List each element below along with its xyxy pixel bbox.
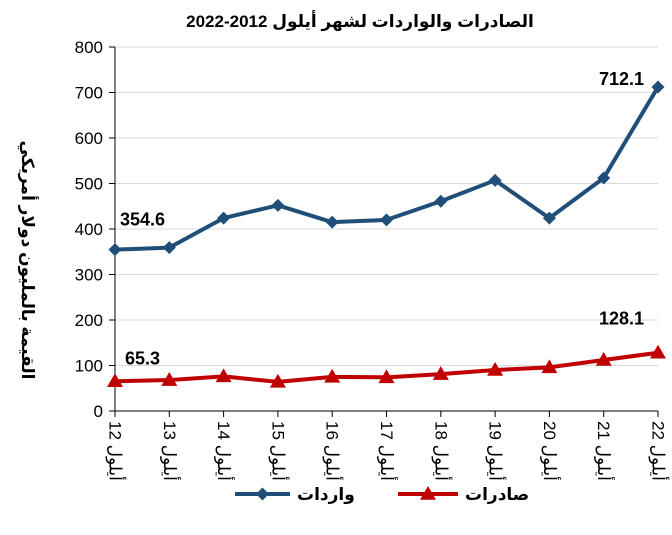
data-point <box>324 368 341 383</box>
legend-item-exports: صادرات <box>398 485 529 504</box>
data-point <box>651 80 665 94</box>
data-point <box>325 215 339 229</box>
x-tick-label: أيلول 13 <box>160 421 181 481</box>
y-tick-label: 200 <box>75 311 103 330</box>
x-tick-label: أيلول 18 <box>431 421 452 481</box>
legend-label: صادرات <box>465 485 529 504</box>
y-tick-label: 400 <box>75 220 103 239</box>
x-tick-label: أيلول 12 <box>106 421 127 481</box>
data-point <box>269 373 286 388</box>
y-tick-label: 500 <box>75 175 103 194</box>
data-label: 65.3 <box>125 348 160 368</box>
x-tick-label: أيلول 15 <box>268 421 289 481</box>
y-tick-label: 800 <box>75 38 103 57</box>
gridlines <box>115 46 658 366</box>
data-point <box>161 372 178 386</box>
x-tick-label: أيلول 21 <box>594 421 615 481</box>
y-tick-label: 300 <box>75 266 103 285</box>
x-tick-label: أيلول 22 <box>649 421 670 481</box>
x-tick-label: أيلول 17 <box>377 421 398 481</box>
data-point <box>108 243 122 257</box>
data-label: 128.1 <box>599 309 644 329</box>
y-tick-label: 0 <box>94 402 103 421</box>
data-point <box>542 211 556 225</box>
legend-marker <box>256 487 269 501</box>
series-layer <box>107 80 666 388</box>
x-tick-label: أيلول 20 <box>540 421 561 481</box>
legend-item-imports: واردات <box>235 485 355 505</box>
x-tick-label: أيلول 16 <box>323 421 344 481</box>
data-point <box>541 359 558 374</box>
data-label: 712.1 <box>599 69 644 89</box>
x-tick-labels: أيلول 12 أيلول 13 أيلول 14 أيلول 15 أيلول 16… <box>106 421 670 481</box>
chart-title: الصادرات والواردات لشهر أيلول 2012-2022 <box>186 10 534 32</box>
data-point <box>217 211 231 225</box>
y-tick-labels: 0 100 200 300 400 500 600 700 800 <box>75 38 103 421</box>
y-tick-label: 700 <box>75 84 103 103</box>
legend-marker <box>420 486 436 500</box>
data-point <box>432 366 449 380</box>
data-point <box>271 198 285 212</box>
axes <box>109 46 659 417</box>
data-point <box>487 362 504 376</box>
data-point <box>378 369 395 384</box>
data-point <box>107 373 123 388</box>
data-labels: 354.6 712.1 65.3 128.1 <box>120 69 644 368</box>
legend-label: واردات <box>297 485 355 505</box>
series-imports <box>108 80 665 257</box>
y-tick-label: 600 <box>75 129 103 148</box>
data-point <box>215 368 232 383</box>
x-tick-label: أيلول 19 <box>486 421 507 481</box>
series-exports <box>107 344 666 388</box>
y-tick-label: 100 <box>75 357 103 376</box>
data-point <box>434 194 448 208</box>
data-point <box>488 173 502 187</box>
data-point <box>162 241 176 255</box>
legend: واردات صادرات <box>235 485 529 505</box>
data-label: 354.6 <box>120 210 165 230</box>
x-tick-label: أيلول 14 <box>214 421 235 481</box>
y-axis-label: القيمة بالمليون دولار أمريكي <box>17 141 39 380</box>
data-point <box>650 344 666 359</box>
data-point <box>380 213 393 227</box>
data-point <box>595 352 612 366</box>
data-point <box>597 171 611 185</box>
